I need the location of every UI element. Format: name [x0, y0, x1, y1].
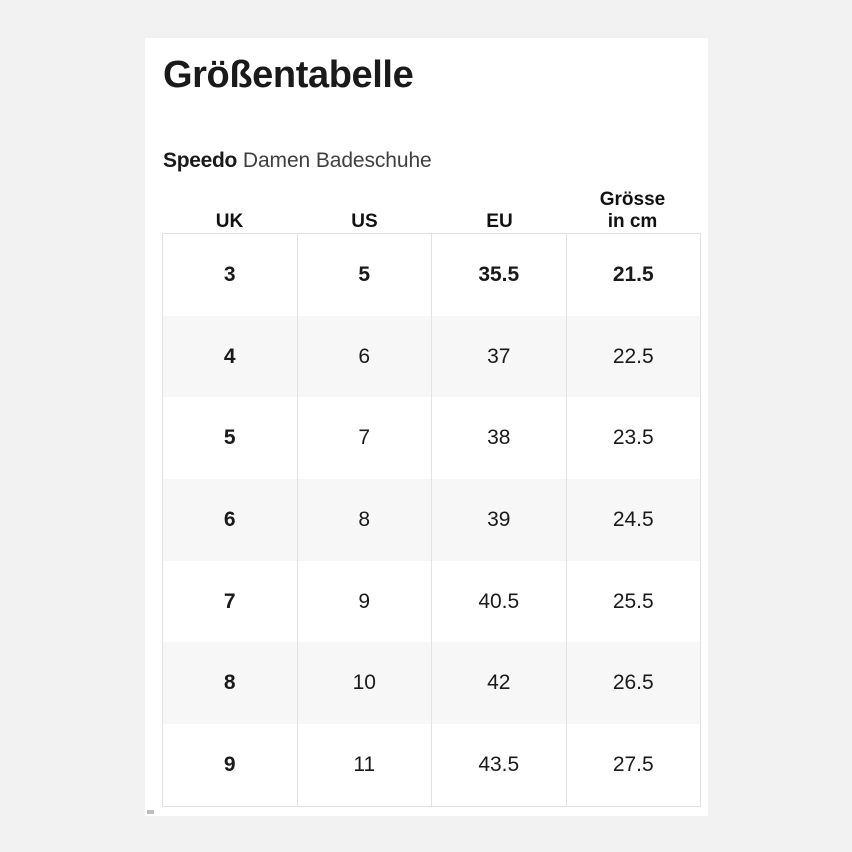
cell-cm: 21.5 — [565, 232, 701, 316]
cell-eu: 42 — [431, 642, 567, 725]
cell-uk: 6 — [162, 479, 298, 561]
size-chart-card: Größentabelle Speedo Damen Badeschuhe UK… — [145, 38, 708, 816]
column-header-size-cm: Grösse in cm — [565, 189, 700, 233]
size-chart-card-inner: Größentabelle Speedo Damen Badeschuhe UK… — [145, 38, 708, 816]
cell-us: 8 — [296, 479, 432, 561]
cell-us: 5 — [296, 232, 432, 316]
column-header-uk-line1: UK — [215, 210, 244, 232]
table-row: 9 11 43.5 27.5 — [162, 724, 701, 807]
cell-uk: 7 — [162, 560, 298, 643]
cell-cm: 24.5 — [565, 479, 701, 561]
cell-us: 11 — [296, 724, 432, 807]
cell-uk: 4 — [162, 315, 298, 398]
render-artifact-mark — [147, 810, 154, 814]
column-header-us-line1: US — [351, 210, 378, 232]
table-row: 6 8 39 24.5 — [162, 479, 701, 561]
cell-uk: 3 — [162, 232, 298, 316]
cell-us: 10 — [296, 642, 432, 725]
cell-cm: 25.5 — [565, 560, 701, 643]
column-header-us: US — [297, 211, 432, 233]
column-header-eu: EU — [432, 211, 567, 233]
table-row: 4 6 37 22.5 — [162, 315, 701, 398]
cell-cm: 22.5 — [565, 315, 701, 398]
cell-cm: 23.5 — [565, 397, 701, 480]
cell-us: 7 — [296, 397, 432, 480]
cell-cm: 27.5 — [565, 724, 701, 807]
size-table: 3 5 35.5 21.5 4 6 37 22.5 5 7 38 — [162, 232, 701, 807]
table-row: 8 10 42 26.5 — [162, 642, 701, 725]
cell-us: 6 — [296, 315, 432, 398]
size-table-body: 3 5 35.5 21.5 4 6 37 22.5 5 7 38 — [162, 232, 701, 807]
cell-eu: 37 — [431, 315, 567, 398]
product-subtitle: Speedo Damen Badeschuhe — [163, 148, 432, 173]
cell-us: 9 — [296, 560, 432, 643]
cell-eu: 38 — [431, 397, 567, 480]
page-title: Größentabelle — [163, 54, 414, 96]
product-name: Damen Badeschuhe — [242, 149, 432, 172]
cell-cm: 26.5 — [565, 642, 701, 725]
column-header-eu-line1: EU — [486, 210, 513, 232]
column-header-size-cm-line1: Grösse — [599, 188, 666, 210]
column-header-uk: UK — [162, 211, 297, 233]
cell-uk: 5 — [162, 397, 298, 480]
table-column-headers: UK US EU Grösse in cm — [162, 188, 700, 233]
cell-uk: 9 — [162, 724, 298, 807]
table-row: 5 7 38 23.5 — [162, 397, 701, 480]
table-row: 3 5 35.5 21.5 — [162, 232, 701, 316]
table-row: 7 9 40.5 25.5 — [162, 560, 701, 643]
cell-eu: 40.5 — [431, 560, 567, 643]
column-header-size-cm-line2: in cm — [607, 210, 658, 232]
cell-eu: 35.5 — [431, 232, 567, 316]
brand-name: Speedo — [163, 149, 238, 172]
cell-eu: 39 — [431, 479, 567, 561]
cell-uk: 8 — [162, 642, 298, 725]
cell-eu: 43.5 — [431, 724, 567, 807]
